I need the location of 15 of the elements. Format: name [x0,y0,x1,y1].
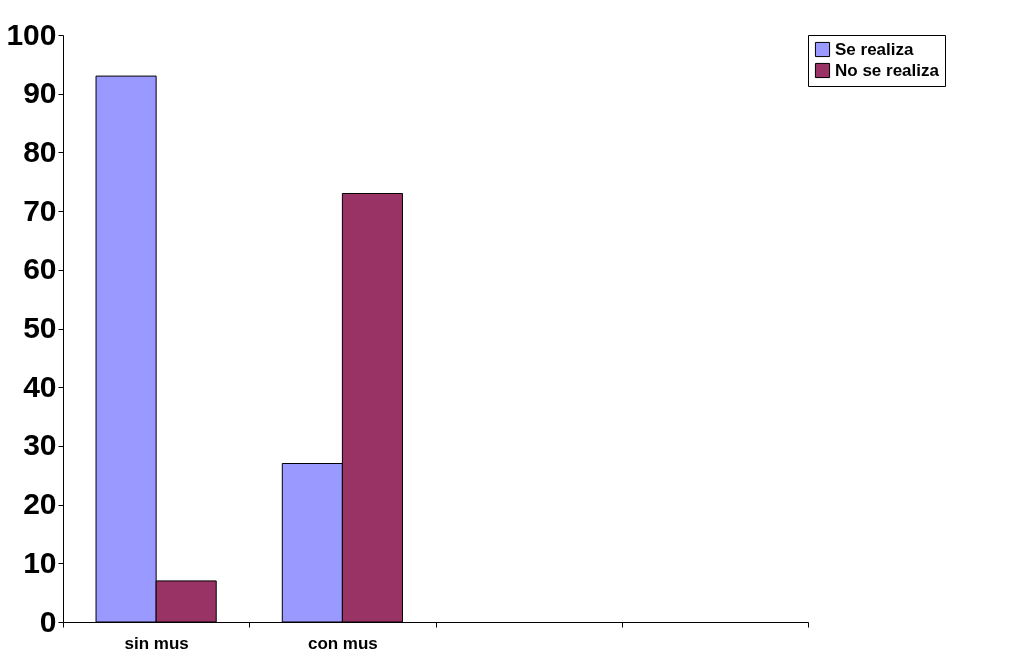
y-tick-label: 80 [23,134,57,168]
y-tick-label: 10 [23,545,57,579]
y-tick-label: 20 [23,487,57,521]
y-tick-label: 30 [23,428,57,462]
legend-label: No se realiza [835,60,940,80]
legend-label: Se realiza [835,39,914,59]
y-tick-label: 90 [23,76,57,110]
y-tick-label: 40 [23,369,57,403]
y-tick-label: 50 [23,311,57,344]
y-tick-label: 60 [23,252,57,286]
y-tick-label: 0 [39,604,57,638]
y-tick-label: 70 [23,193,57,227]
x-tick-label: con mus [307,633,378,653]
x-tick-label: sin mus [124,633,189,653]
y-tick-label: 100 [6,17,57,51]
